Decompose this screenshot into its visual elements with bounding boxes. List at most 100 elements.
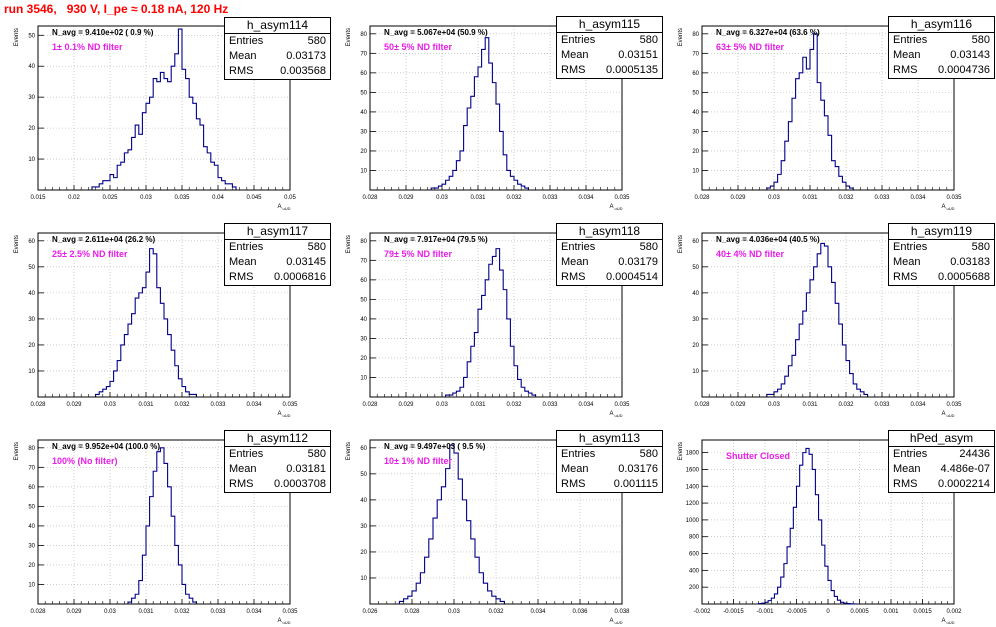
y-tick-label: 40	[692, 291, 699, 297]
x-tick-label: 0.031	[802, 195, 818, 201]
x-tick-label: 0.028	[30, 609, 46, 615]
x-tick-label: 0.03	[436, 402, 448, 408]
x-tick-label: 0.035	[946, 195, 962, 201]
stats-label: Entries	[893, 34, 928, 46]
histogram-line	[95, 248, 197, 397]
y-tick-label: 50	[28, 33, 35, 39]
y-tick-label: 60	[360, 71, 367, 77]
x-tick-label: 0.038	[614, 609, 630, 615]
stats-row-mean: Mean 0.03173	[225, 49, 330, 64]
x-axis-title: AuUD	[277, 204, 290, 211]
x-tick-label: 0.031	[470, 402, 486, 408]
stats-box: hPed_asym Entries 24436 Mean 4.486e-07 RMS 0.0…	[888, 430, 995, 493]
histogram-name: h_asym115	[557, 17, 662, 33]
y-tick-label: 80	[692, 32, 699, 38]
y-tick-label: 80	[28, 446, 35, 452]
y-axis-title: Events	[346, 235, 352, 253]
x-tick-label: 0.034	[246, 402, 262, 408]
navg-label: N_avg = 6.327e+04 (63.6 %)	[716, 28, 820, 37]
y-tick-label: 20	[360, 356, 367, 362]
stats-value-entries: 580	[639, 448, 658, 460]
y-tick-label: 60	[28, 485, 35, 491]
x-tick-label: 0.033	[542, 402, 558, 408]
filter-label: 40± 4% ND filter	[716, 249, 784, 259]
x-tick-label: 0.034	[578, 195, 594, 201]
x-tick-label: 0.035	[282, 402, 298, 408]
y-tick-label: 600	[689, 552, 700, 558]
stats-label: Mean	[893, 49, 921, 61]
stats-value-mean: 0.03145	[286, 256, 326, 268]
x-tick-label: 0.025	[102, 195, 118, 201]
stats-label: RMS	[229, 65, 254, 77]
stats-box: h_asym112 Entries 580 Mean 0.03181 RMS 0.00037…	[224, 430, 331, 493]
stats-box: h_asym119 Entries 580 Mean 0.03183 RMS 0.00056…	[888, 223, 995, 286]
x-axis-title: AuUD	[277, 411, 290, 418]
filter-label: 25± 2.5% ND filter	[52, 249, 128, 259]
x-tick-label: 0.03	[436, 195, 448, 201]
stats-row-mean: Mean 0.03145	[225, 255, 330, 270]
x-tick-label: 0.002	[946, 609, 962, 615]
x-tick-label: 0.032	[488, 609, 504, 615]
filter-label: 79± 5% ND filter	[384, 249, 452, 259]
stats-row-rms: RMS 0.0003708	[225, 477, 330, 492]
stats-value-rms: 0.0003708	[274, 478, 326, 490]
x-tick-label: 0.03	[768, 195, 780, 201]
histogram-name: h_asym113	[557, 431, 662, 447]
x-tick-label: 0.035	[282, 609, 298, 615]
stats-value-mean: 4.486e-07	[940, 463, 990, 475]
stats-row-mean: Mean 0.03151	[557, 48, 662, 63]
x-tick-label: 0.029	[398, 195, 414, 201]
x-tick-label: 0.031	[470, 195, 486, 201]
y-tick-label: 70	[692, 51, 699, 57]
stats-label: Mean	[561, 463, 589, 475]
y-tick-label: 20	[28, 343, 35, 349]
y-axis-title: Events	[346, 442, 352, 460]
x-tick-label: 0.03	[768, 402, 780, 408]
y-tick-label: 40	[360, 498, 367, 504]
x-tick-label: 0.031	[802, 402, 818, 408]
stats-row-rms: RMS 0.0005688	[889, 270, 994, 285]
stats-box: h_asym114 Entries 580 Mean 0.03173 RMS 0.00356…	[224, 17, 331, 80]
y-tick-label: 70	[360, 51, 367, 57]
y-tick-label: 30	[360, 336, 367, 342]
stats-row-rms: RMS 0.0002214	[889, 477, 994, 492]
x-tick-label: 0.034	[246, 609, 262, 615]
x-tick-label: 0.028	[694, 402, 710, 408]
stats-row-entries: Entries 580	[557, 447, 662, 462]
stats-label: Entries	[229, 448, 264, 460]
stats-row-rms: RMS 0.0006816	[225, 270, 330, 285]
x-tick-label: 0.029	[730, 402, 746, 408]
x-tick-label: 0.033	[542, 195, 558, 201]
y-axis-title: Events	[14, 28, 20, 46]
plot-frame	[37, 439, 291, 605]
y-tick-label: 80	[360, 32, 367, 38]
y-tick-label: 40	[28, 291, 35, 297]
y-tick-label: 10	[692, 168, 699, 174]
x-tick-label: 0.03	[104, 609, 116, 615]
y-tick-label: 50	[692, 90, 699, 96]
y-tick-label: 1200	[686, 501, 700, 507]
stats-label: RMS	[561, 478, 586, 490]
histogram-panel-h_asym115: 0.028 0.029 0.03 0.031 0.032 0.033 0.034 0.035 1…	[332, 6, 664, 213]
y-tick-label: 800	[689, 535, 700, 541]
stats-row-mean: Mean 0.03179	[557, 255, 662, 270]
x-tick-label: 0.03	[448, 609, 460, 615]
stats-row-rms: RMS 0.001115	[557, 477, 662, 492]
x-tick-label: 0.035	[946, 402, 962, 408]
x-tick-label: 0.034	[530, 609, 546, 615]
y-tick-label: 10	[28, 369, 35, 375]
y-tick-label: 50	[360, 297, 367, 303]
y-tick-label: 70	[28, 465, 35, 471]
stats-row-rms: RMS 0.003568	[225, 64, 330, 79]
y-tick-label: 20	[360, 149, 367, 155]
stats-label: Mean	[229, 463, 257, 475]
x-tick-label: 0.032	[174, 402, 190, 408]
histogram-panel-h_asym119: 0.028 0.029 0.03 0.031 0.032 0.033 0.034 0.035 1…	[664, 213, 996, 420]
stats-row-entries: Entries 580	[225, 447, 330, 462]
plot-frame	[369, 232, 623, 398]
y-tick-label: 30	[692, 317, 699, 323]
stats-value-rms: 0.003568	[280, 65, 326, 77]
x-tick-label: 0.028	[362, 195, 378, 201]
stats-label: RMS	[893, 64, 918, 76]
